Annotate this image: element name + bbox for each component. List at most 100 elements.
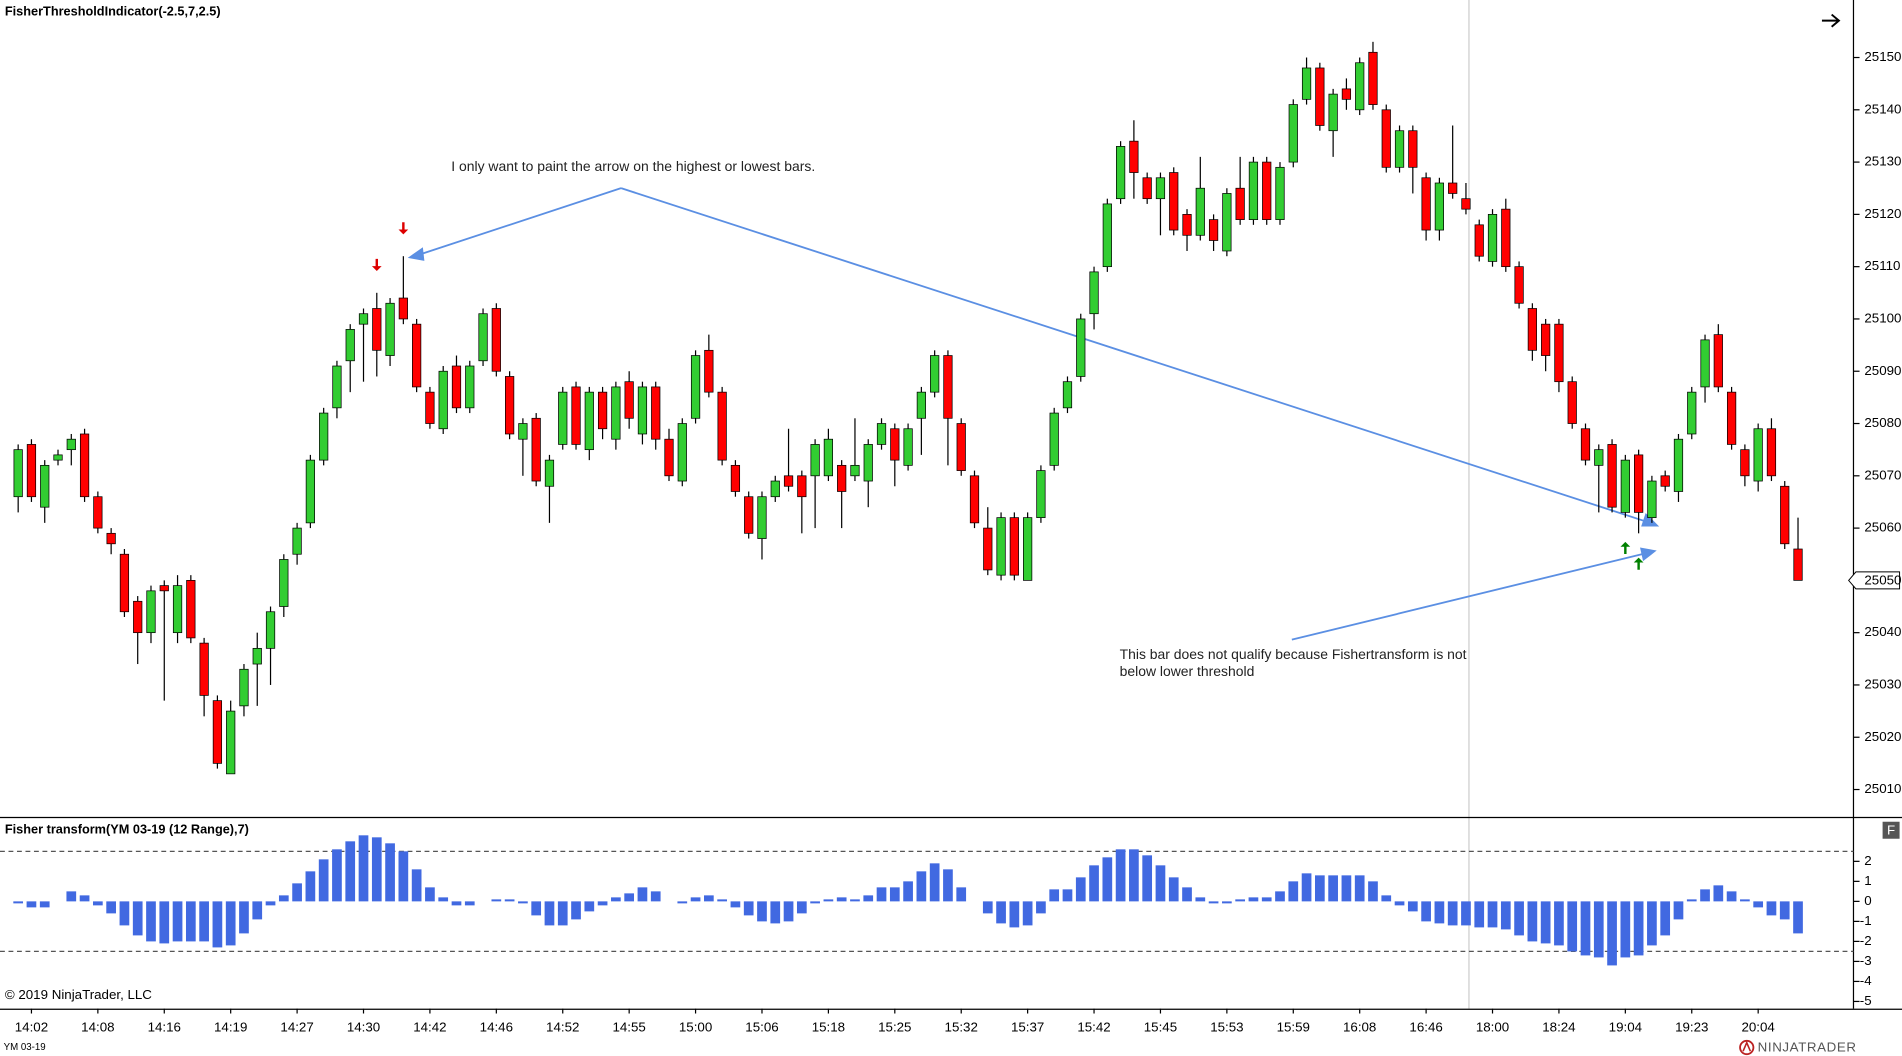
histogram-bar [1182,887,1192,902]
y-tick-label: -3 [1860,953,1872,968]
histogram-bar [199,901,209,942]
histogram-bar [1554,901,1564,946]
candle-body [664,438,674,477]
candle-body [1527,308,1537,351]
candle-body [345,329,355,362]
candle-body [226,710,236,775]
histogram-bar [624,893,635,902]
candle-body [1726,391,1737,445]
x-tick-label: 15:59 [1277,1020,1310,1035]
candle-body [1062,381,1073,409]
x-tick-label: 14:16 [148,1020,181,1035]
histogram-bar [823,899,834,902]
histogram-bar [1195,897,1206,902]
candle-body [1740,449,1750,477]
candle-body [956,423,966,471]
candle-body [1541,323,1551,356]
panel-button-label[interactable]: F [1887,822,1895,837]
histogram-bar [358,835,369,902]
histogram-bar [863,895,874,902]
x-tick-label: 16:46 [1409,1020,1442,1035]
histogram-bar [1700,889,1710,902]
candle-body [1089,271,1099,315]
nav-arrow-icon[interactable] [1821,13,1841,28]
brand-name: NINJATRADER [1758,1040,1857,1055]
histogram-bar [212,901,223,948]
candle-body [186,580,196,639]
histogram-bar [1354,875,1365,902]
candle-body [1301,67,1312,100]
candle-body [571,386,581,445]
candle-body [1115,146,1126,200]
candle-body [1381,109,1391,168]
candle-body [916,391,926,419]
candle-body [1793,548,1803,581]
histogram-bar [810,901,820,904]
candle-body [903,428,913,466]
candle-body [1408,130,1418,168]
candle-body [1341,88,1352,100]
histogram-bar [956,887,967,902]
x-tick-label: 14:42 [413,1020,446,1035]
candle-body [451,365,462,409]
histogram-bar [278,895,289,902]
histogram-bar [1447,901,1458,926]
candle-body [1647,480,1657,519]
candle-body [212,700,223,764]
panel-button[interactable]: F [1882,821,1900,839]
x-tick-label: 14:52 [546,1020,579,1035]
histogram-bar [1102,857,1113,902]
histogram-bar [292,883,302,902]
histogram-bar [1514,901,1524,936]
histogram-bar [305,871,316,902]
candle-body [199,642,209,696]
histogram-bar [371,837,382,902]
candle-body [624,381,634,419]
candle-body [478,313,488,362]
histogram-bar [1115,849,1126,902]
candle-body [40,464,50,508]
candle-body [983,527,993,571]
histogram-bar [1235,899,1246,902]
histogram-bar [146,901,156,942]
candle-body [1049,412,1059,466]
y-tick-label: -2 [1860,933,1872,948]
candle-body [1607,444,1617,508]
x-tick-label: 15:18 [812,1020,845,1035]
histogram-bar [1075,877,1086,902]
histogram-bar [1009,901,1020,928]
x-tick-label: 15:06 [745,1020,778,1035]
histogram-bar [850,899,860,902]
candle-body [757,496,767,539]
histogram-bar [1567,901,1578,952]
x-tick-label: 15:42 [1077,1020,1110,1035]
candle-body [332,365,342,409]
candle-body [1129,140,1139,173]
histogram-bar [1593,901,1604,958]
y-tick-label: 25070 [1864,467,1901,482]
histogram-bar [1407,901,1418,912]
histogram-bar [571,901,581,920]
candle-body [279,559,289,607]
histogram-bar [438,897,449,902]
candle-body [850,464,860,477]
histogram-bar [1314,875,1325,902]
candle-body [930,355,940,393]
histogram-bar [119,901,130,926]
chart-title: FisherThresholdIndicator(-2.5,7,2.5) [5,3,221,18]
histogram-bar [796,901,807,914]
candle-body [398,297,408,320]
histogram-bar [770,901,781,924]
candle-body [53,454,63,461]
candle-body [823,438,834,477]
histogram-bar [1168,877,1179,902]
histogram-bar [318,859,329,902]
histogram-bar [1766,901,1777,916]
candle-body [465,365,475,409]
candle-body [265,611,276,649]
candle-body [544,459,555,487]
candle-body [518,423,528,440]
annotation-text: This bar does not qualify because Fisher… [1120,646,1467,662]
histogram-bar [13,901,24,904]
